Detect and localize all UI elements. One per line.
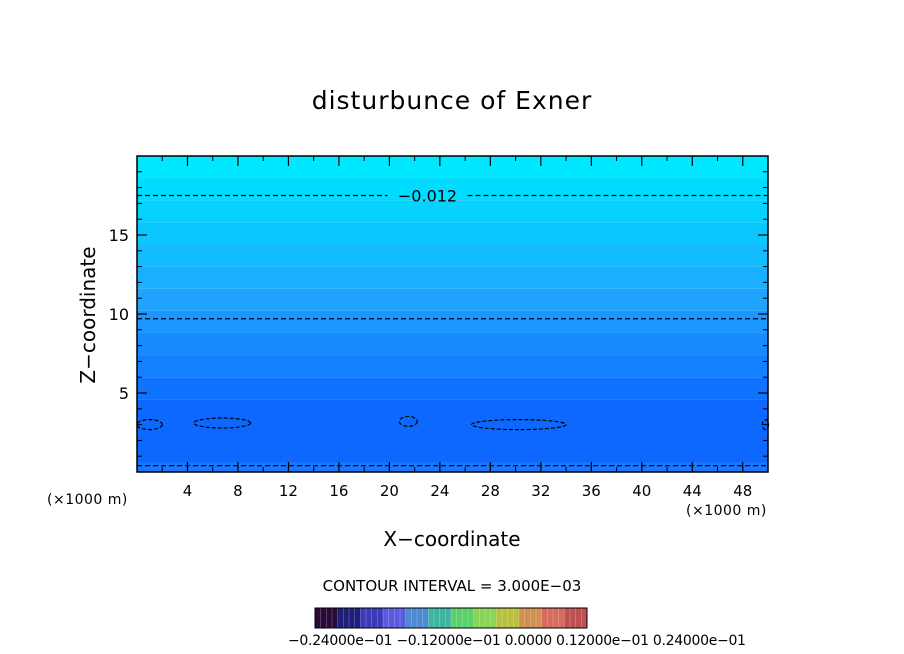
contour-cell-1 bbox=[193, 417, 252, 429]
colorbar-labels: −0.24000e−01 −0.12000e−01 0.0000 0.12000… bbox=[288, 633, 746, 649]
colorbar-swatch-31 bbox=[490, 608, 497, 628]
colorbar-swatch-8 bbox=[360, 608, 367, 628]
contour-cell-2 bbox=[398, 415, 418, 428]
x-axis-ticks: 4 8 12 16 20 24 28 32 36 40 44 48 bbox=[161, 156, 752, 500]
y-tick-label-10: 10 bbox=[109, 305, 129, 324]
x-tick-label-28: 28 bbox=[481, 482, 500, 500]
contour-interval-note: CONTOUR INTERVAL = 3.000E−03 bbox=[322, 577, 582, 595]
colorbar-swatch-23 bbox=[445, 608, 452, 628]
colorbar-swatch-32 bbox=[496, 608, 503, 628]
colorbar-swatch-6 bbox=[349, 608, 355, 628]
colorbar-swatch-27 bbox=[468, 608, 474, 628]
contour-label-0: −0.012 bbox=[398, 187, 457, 206]
colorbar-swatch-21 bbox=[434, 608, 440, 628]
colorbar-swatch-41 bbox=[547, 608, 554, 628]
colorbar-swatch-10 bbox=[371, 608, 378, 628]
fill-band-6 bbox=[137, 288, 768, 311]
colorbar-swatch-9 bbox=[366, 608, 372, 628]
colorbar-swatch-33 bbox=[502, 608, 508, 628]
colorbar-swatch-44 bbox=[564, 608, 571, 628]
fill-band-2 bbox=[137, 377, 768, 400]
chart-title: disturbunce of Exner bbox=[311, 86, 593, 115]
y-axis-label: Z−coordinate bbox=[76, 246, 100, 384]
fill-band-7 bbox=[137, 266, 768, 289]
colorbar-swatch-7 bbox=[354, 608, 361, 628]
x-tick-label-24: 24 bbox=[430, 482, 449, 500]
x-tick-label-36: 36 bbox=[582, 482, 601, 500]
colorbar-swatch-26 bbox=[462, 608, 469, 628]
contour-lines: −0.012 bbox=[137, 187, 768, 467]
colorbar-swatch-0 bbox=[315, 608, 321, 628]
colorbar-swatch-12 bbox=[383, 608, 389, 628]
colorbar-swatch-35 bbox=[513, 608, 520, 628]
x-tick-label-40: 40 bbox=[632, 482, 651, 500]
x-tick-label-44: 44 bbox=[683, 482, 702, 500]
colorbar-swatch-14 bbox=[394, 608, 401, 628]
fill-band-5 bbox=[137, 310, 768, 333]
fill-band-1 bbox=[137, 399, 768, 463]
x-tick-label-48: 48 bbox=[733, 482, 752, 500]
x-axis-label: X−coordinate bbox=[0, 527, 904, 551]
fill-band-8 bbox=[137, 244, 768, 267]
colorbar-swatch-15 bbox=[400, 608, 406, 628]
colorbar-swatch-17 bbox=[411, 608, 418, 628]
colorbar-swatch-30 bbox=[485, 608, 491, 628]
colorbar-swatch-43 bbox=[558, 608, 565, 628]
y-tick-label-5: 5 bbox=[119, 384, 129, 403]
contour-cell-3 bbox=[470, 419, 567, 431]
colorbar-frame bbox=[314, 607, 588, 629]
fill-band-0 bbox=[137, 462, 768, 472]
x-tick-label-20: 20 bbox=[380, 482, 399, 500]
colorbar bbox=[314, 607, 588, 629]
x-axis-unit-right: (×1000 m) bbox=[686, 503, 767, 519]
fill-band-12 bbox=[137, 156, 768, 179]
colorbar-swatch-16 bbox=[405, 608, 412, 628]
fill-band-4 bbox=[137, 332, 768, 356]
colorbar-swatch-1 bbox=[320, 608, 327, 628]
fill-band-9 bbox=[137, 222, 768, 245]
colorbar-swatch-22 bbox=[439, 608, 446, 628]
fill-band-3 bbox=[137, 355, 768, 378]
colorbar-swatch-45 bbox=[570, 608, 576, 628]
colorbar-swatch-20 bbox=[428, 608, 435, 628]
colorbar-swatch-25 bbox=[456, 608, 463, 628]
colorbar-swatch-4 bbox=[337, 608, 344, 628]
colorbar-swatch-46 bbox=[575, 608, 582, 628]
fill-band-11 bbox=[137, 178, 768, 201]
colorbar-swatch-18 bbox=[417, 608, 423, 628]
filled-contours bbox=[137, 156, 768, 472]
x-tick-label-16: 16 bbox=[329, 482, 348, 500]
colorbar-swatch-2 bbox=[326, 608, 333, 628]
colorbar-swatch-19 bbox=[422, 608, 429, 628]
colorbar-swatch-3 bbox=[332, 608, 338, 628]
colorbar-swatch-34 bbox=[507, 608, 514, 628]
x-tick-label-8: 8 bbox=[233, 482, 243, 500]
y-tick-label-15: 15 bbox=[109, 226, 129, 245]
x-tick-label-12: 12 bbox=[279, 482, 298, 500]
x-axis-label-text: X−coordinate bbox=[383, 527, 521, 551]
contour-cells bbox=[136, 415, 770, 431]
colorbar-swatch-29 bbox=[479, 608, 486, 628]
colorbar-swatch-13 bbox=[388, 608, 395, 628]
colorbar-swatch-37 bbox=[524, 608, 531, 628]
colorbar-swatch-42 bbox=[553, 608, 559, 628]
colorbar-swatch-39 bbox=[536, 608, 542, 628]
fill-band-10 bbox=[137, 200, 768, 223]
colorbar-swatch-47 bbox=[581, 608, 588, 628]
colorbar-swatch-24 bbox=[451, 608, 457, 628]
x-tick-label-4: 4 bbox=[183, 482, 193, 500]
colorbar-swatch-40 bbox=[541, 608, 548, 628]
colorbar-swatch-11 bbox=[377, 608, 384, 628]
x-axis-unit-left: (×1000 m) bbox=[47, 492, 128, 508]
contour-cell-0 bbox=[136, 419, 163, 431]
x-tick-label-32: 32 bbox=[531, 482, 550, 500]
y-axis-ticks: 5 10 15 bbox=[109, 171, 768, 457]
colorbar-swatch-38 bbox=[530, 608, 537, 628]
colorbar-swatch-5 bbox=[343, 608, 350, 628]
colorbar-swatch-36 bbox=[519, 608, 525, 628]
colorbar-swatch-28 bbox=[473, 608, 480, 628]
